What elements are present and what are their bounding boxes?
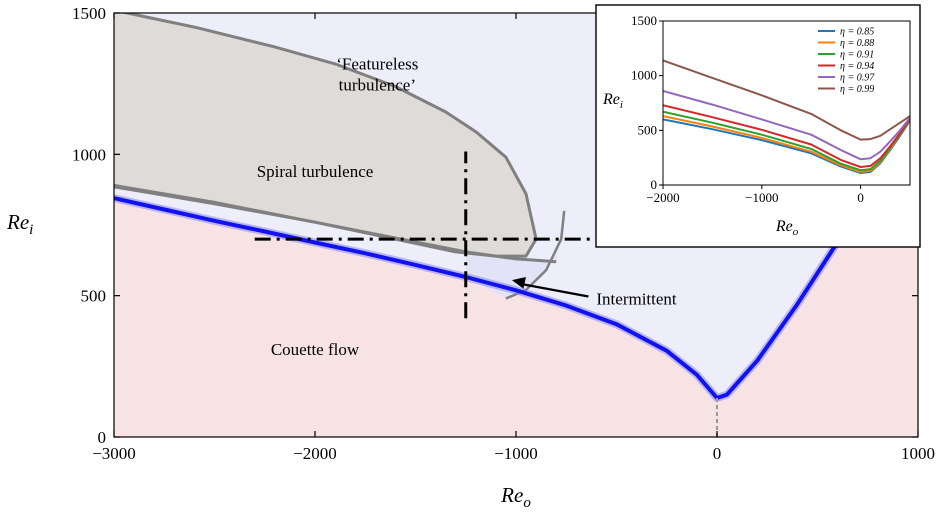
inset-series-line — [663, 104, 910, 168]
main-x-tick-label: −2000 — [293, 444, 337, 463]
inset-background — [595, 4, 921, 248]
stability-boundary-line — [114, 108, 918, 400]
main-x-tick-label: −1000 — [494, 444, 538, 463]
intermittent-arrow-head — [511, 276, 526, 289]
legend-label: η = 0.88 — [840, 38, 874, 49]
legend-label: η = 0.99 — [840, 84, 874, 95]
legend-label: η = 0.91 — [840, 50, 874, 61]
main-y-tick-label: 0 — [98, 428, 107, 447]
legend-label: η = 0.94 — [840, 61, 874, 72]
inset-x-tick-label: −2000 — [646, 190, 679, 205]
main-y-tick-label: 1000 — [72, 145, 106, 164]
inset-series-line — [663, 90, 910, 161]
legend-label: η = 0.85 — [840, 27, 874, 38]
inset-chart: −2000 −1000 0 0 500 1000 1500 η = 0.85η = 0.88… — [595, 4, 921, 248]
intermittent-label: Intermittent — [596, 289, 677, 308]
inset-x-tick-label: −1000 — [745, 190, 778, 205]
couette-flow-label: Couette flow — [271, 340, 360, 359]
main-x-tick-label: 1000 — [901, 444, 935, 463]
main-x-axis-label: Reo — [500, 483, 531, 511]
featureless-turbulence-label-line: turbulence’ — [339, 76, 416, 95]
inset-series-line — [663, 59, 910, 141]
intermittent-arrow-line — [521, 283, 589, 298]
spiral-turbulence-label: Spiral turbulence — [257, 162, 374, 181]
inset-y-tick-label: 1000 — [631, 68, 657, 83]
inset-legend: η = 0.85η = 0.88η = 0.91η = 0.94η = 0.97… — [818, 27, 875, 95]
main-x-tick-label: 0 — [713, 444, 722, 463]
legend-label: η = 0.97 — [840, 73, 875, 84]
inset-x-axis-label: Reo — [775, 218, 799, 238]
main-y-axis-label: Rei — [6, 210, 33, 238]
featureless-turbulence-label-line: ‘Featureless — [336, 55, 418, 74]
inset-y-tick-label: 1500 — [631, 13, 657, 28]
inset-x-tick-label: 0 — [857, 190, 864, 205]
main-y-tick-label: 1500 — [72, 4, 106, 23]
inset-y-axis-label: Rei — [602, 91, 623, 111]
main-y-tick-label: 500 — [81, 287, 107, 306]
inset-plot-frame — [662, 20, 911, 186]
inset-y-tick-label: 500 — [638, 122, 658, 137]
inset-y-tick-label: 0 — [651, 177, 658, 192]
main-x-tick-label: −3000 — [92, 444, 136, 463]
featureless-turbulence-region — [114, 13, 537, 257]
couette-flow-region — [114, 109, 918, 437]
